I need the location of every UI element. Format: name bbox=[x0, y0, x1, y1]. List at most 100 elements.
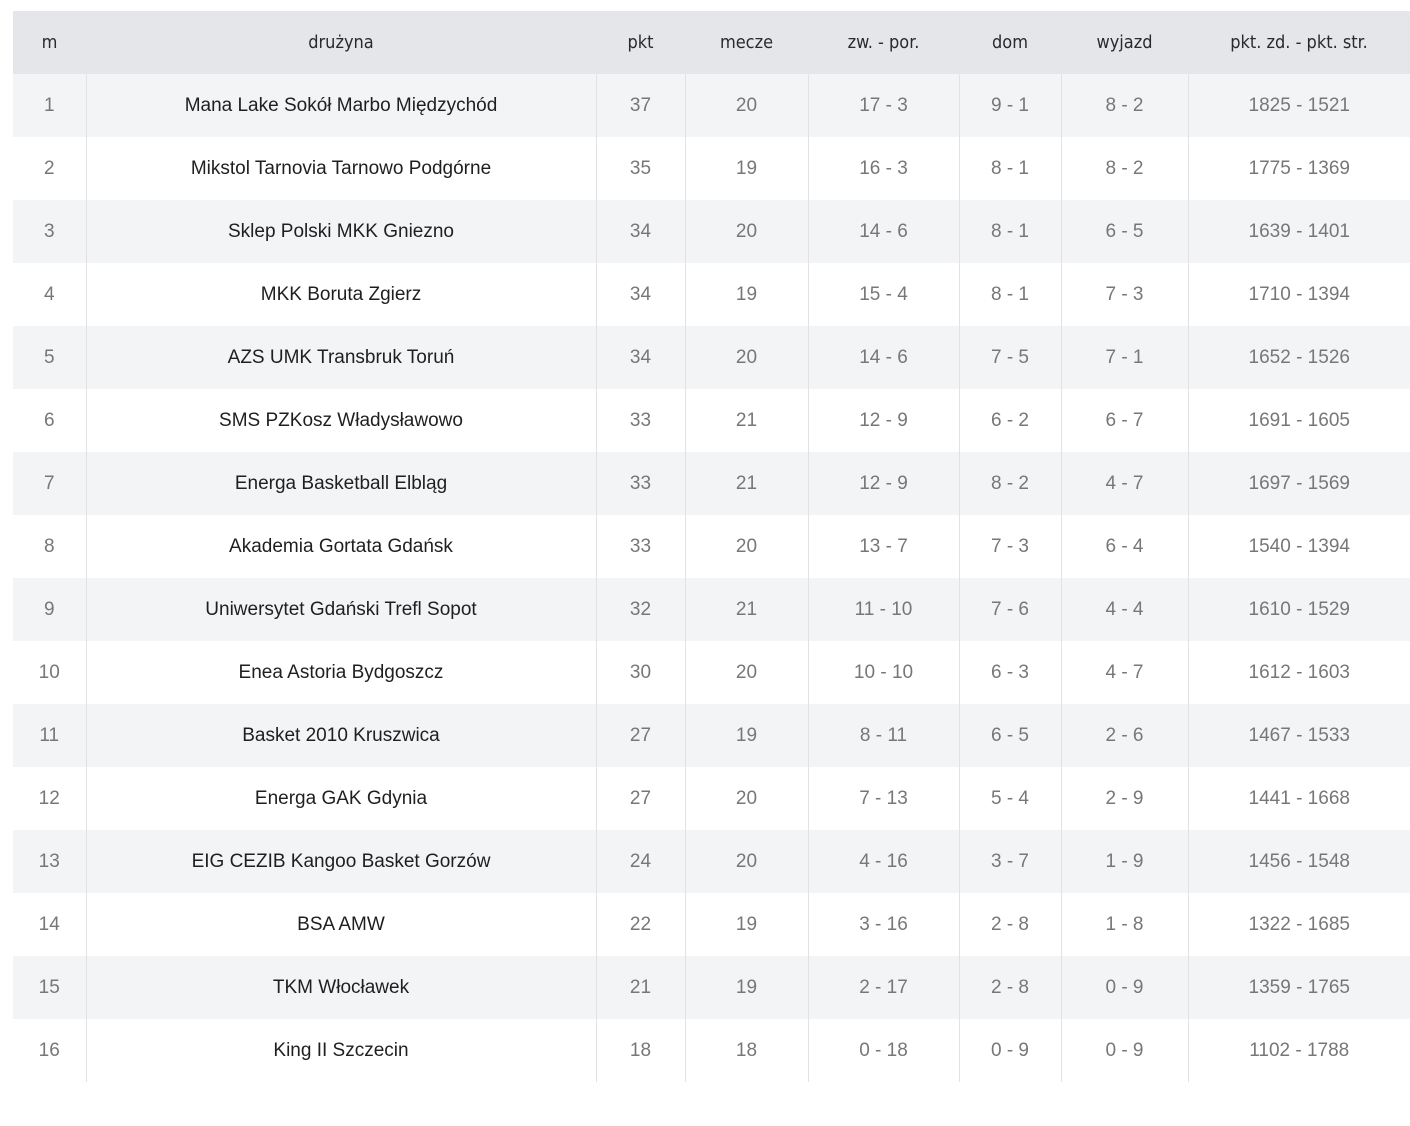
table-row: 10 Enea Astoria Bydgoszcz 30 20 10 - 10 6 - 3… bbox=[13, 641, 1410, 704]
points-scored-conceded-cell: 1710 - 1394 bbox=[1187, 263, 1410, 326]
home-record-cell: 5 - 4 bbox=[958, 767, 1061, 830]
points-scored-conceded-cell: 1775 - 1369 bbox=[1187, 137, 1410, 200]
table-row: 9 Uniwersytet Gdański Trefl Sopot 32 21 11 -… bbox=[13, 578, 1410, 641]
games-cell: 21 bbox=[684, 578, 808, 641]
position-cell: 7 bbox=[13, 452, 86, 515]
team-name-cell: Basket 2010 Kruszwica bbox=[85, 704, 596, 767]
games-cell: 19 bbox=[684, 704, 808, 767]
position-cell: 3 bbox=[13, 200, 86, 263]
header-points[interactable]: pkt bbox=[596, 11, 685, 74]
points-cell: 27 bbox=[595, 767, 685, 830]
table-row: 2 Mikstol Tarnovia Tarnowo Podgórne 35 19 16… bbox=[13, 137, 1410, 200]
position-cell: 13 bbox=[13, 830, 86, 893]
points-scored-conceded-cell: 1652 - 1526 bbox=[1187, 326, 1410, 389]
points-cell: 34 bbox=[595, 326, 685, 389]
games-cell: 19 bbox=[684, 893, 808, 956]
position-cell: 15 bbox=[13, 956, 86, 1019]
home-record-cell: 2 - 8 bbox=[958, 893, 1061, 956]
points-cell: 21 bbox=[595, 956, 685, 1019]
away-record-cell: 6 - 7 bbox=[1060, 389, 1188, 452]
team-name-cell: King II Szczecin bbox=[85, 1019, 596, 1082]
wins-losses-cell: 11 - 10 bbox=[807, 578, 959, 641]
points-cell: 33 bbox=[595, 515, 685, 578]
away-record-cell: 7 - 3 bbox=[1060, 263, 1188, 326]
home-record-cell: 6 - 3 bbox=[958, 641, 1061, 704]
away-record-cell: 7 - 1 bbox=[1060, 326, 1188, 389]
points-cell: 34 bbox=[595, 263, 685, 326]
points-scored-conceded-cell: 1441 - 1668 bbox=[1187, 767, 1410, 830]
games-cell: 20 bbox=[684, 74, 808, 137]
team-name-cell: Energa Basketball Elbląg bbox=[85, 452, 596, 515]
position-cell: 12 bbox=[13, 767, 86, 830]
position-cell: 1 bbox=[13, 74, 86, 137]
header-away[interactable]: wyjazd bbox=[1061, 11, 1188, 74]
team-name-cell: Akademia Gortata Gdańsk bbox=[85, 515, 596, 578]
standings-table: m drużyna pkt mecze zw. - por. dom wyjaz… bbox=[13, 11, 1410, 1082]
points-cell: 32 bbox=[595, 578, 685, 641]
team-name-cell: Uniwersytet Gdański Trefl Sopot bbox=[85, 578, 596, 641]
header-games[interactable]: mecze bbox=[685, 11, 808, 74]
wins-losses-cell: 2 - 17 bbox=[807, 956, 959, 1019]
away-record-cell: 2 - 6 bbox=[1060, 704, 1188, 767]
points-cell: 27 bbox=[595, 704, 685, 767]
header-position[interactable]: m bbox=[13, 11, 86, 74]
position-cell: 11 bbox=[13, 704, 86, 767]
points-scored-conceded-cell: 1610 - 1529 bbox=[1187, 578, 1410, 641]
away-record-cell: 4 - 7 bbox=[1060, 641, 1188, 704]
wins-losses-cell: 12 - 9 bbox=[807, 452, 959, 515]
points-scored-conceded-cell: 1697 - 1569 bbox=[1187, 452, 1410, 515]
home-record-cell: 2 - 8 bbox=[958, 956, 1061, 1019]
points-scored-conceded-cell: 1612 - 1603 bbox=[1187, 641, 1410, 704]
position-cell: 9 bbox=[13, 578, 86, 641]
header-row: m drużyna pkt mecze zw. - por. dom wyjaz… bbox=[13, 11, 1410, 74]
away-record-cell: 0 - 9 bbox=[1060, 956, 1188, 1019]
position-cell: 2 bbox=[13, 137, 86, 200]
position-cell: 8 bbox=[13, 515, 86, 578]
header-points-scored-conceded[interactable]: pkt. zd. - pkt. str. bbox=[1188, 11, 1410, 74]
away-record-cell: 4 - 7 bbox=[1060, 452, 1188, 515]
away-record-cell: 2 - 9 bbox=[1060, 767, 1188, 830]
points-cell: 22 bbox=[595, 893, 685, 956]
games-cell: 21 bbox=[684, 452, 808, 515]
home-record-cell: 3 - 7 bbox=[958, 830, 1061, 893]
wins-losses-cell: 14 - 6 bbox=[807, 326, 959, 389]
games-cell: 20 bbox=[684, 326, 808, 389]
table-body: 1 Mana Lake Sokół Marbo Międzychód 37 20 17 … bbox=[13, 74, 1410, 1082]
header-team[interactable]: drużyna bbox=[86, 11, 596, 74]
games-cell: 20 bbox=[684, 767, 808, 830]
header-wins-losses[interactable]: zw. - por. bbox=[808, 11, 959, 74]
home-record-cell: 6 - 2 bbox=[958, 389, 1061, 452]
position-cell: 4 bbox=[13, 263, 86, 326]
wins-losses-cell: 14 - 6 bbox=[807, 200, 959, 263]
team-name-cell: Sklep Polski MKK Gniezno bbox=[85, 200, 596, 263]
team-name-cell: Mana Lake Sokół Marbo Międzychód bbox=[85, 74, 596, 137]
team-name-cell: MKK Boruta Zgierz bbox=[85, 263, 596, 326]
position-cell: 5 bbox=[13, 326, 86, 389]
points-scored-conceded-cell: 1540 - 1394 bbox=[1187, 515, 1410, 578]
home-record-cell: 8 - 1 bbox=[958, 263, 1061, 326]
position-cell: 10 bbox=[13, 641, 86, 704]
position-cell: 16 bbox=[13, 1019, 86, 1082]
games-cell: 18 bbox=[684, 1019, 808, 1082]
points-scored-conceded-cell: 1359 - 1765 bbox=[1187, 956, 1410, 1019]
wins-losses-cell: 4 - 16 bbox=[807, 830, 959, 893]
points-cell: 37 bbox=[595, 74, 685, 137]
points-cell: 35 bbox=[595, 137, 685, 200]
team-name-cell: SMS PZKosz Władysławowo bbox=[85, 389, 596, 452]
home-record-cell: 7 - 6 bbox=[958, 578, 1061, 641]
points-cell: 24 bbox=[595, 830, 685, 893]
away-record-cell: 6 - 4 bbox=[1060, 515, 1188, 578]
table-row: 13 EIG CEZIB Kangoo Basket Gorzów 24 20 4 - … bbox=[13, 830, 1410, 893]
header-home[interactable]: dom bbox=[959, 11, 1061, 74]
wins-losses-cell: 7 - 13 bbox=[807, 767, 959, 830]
